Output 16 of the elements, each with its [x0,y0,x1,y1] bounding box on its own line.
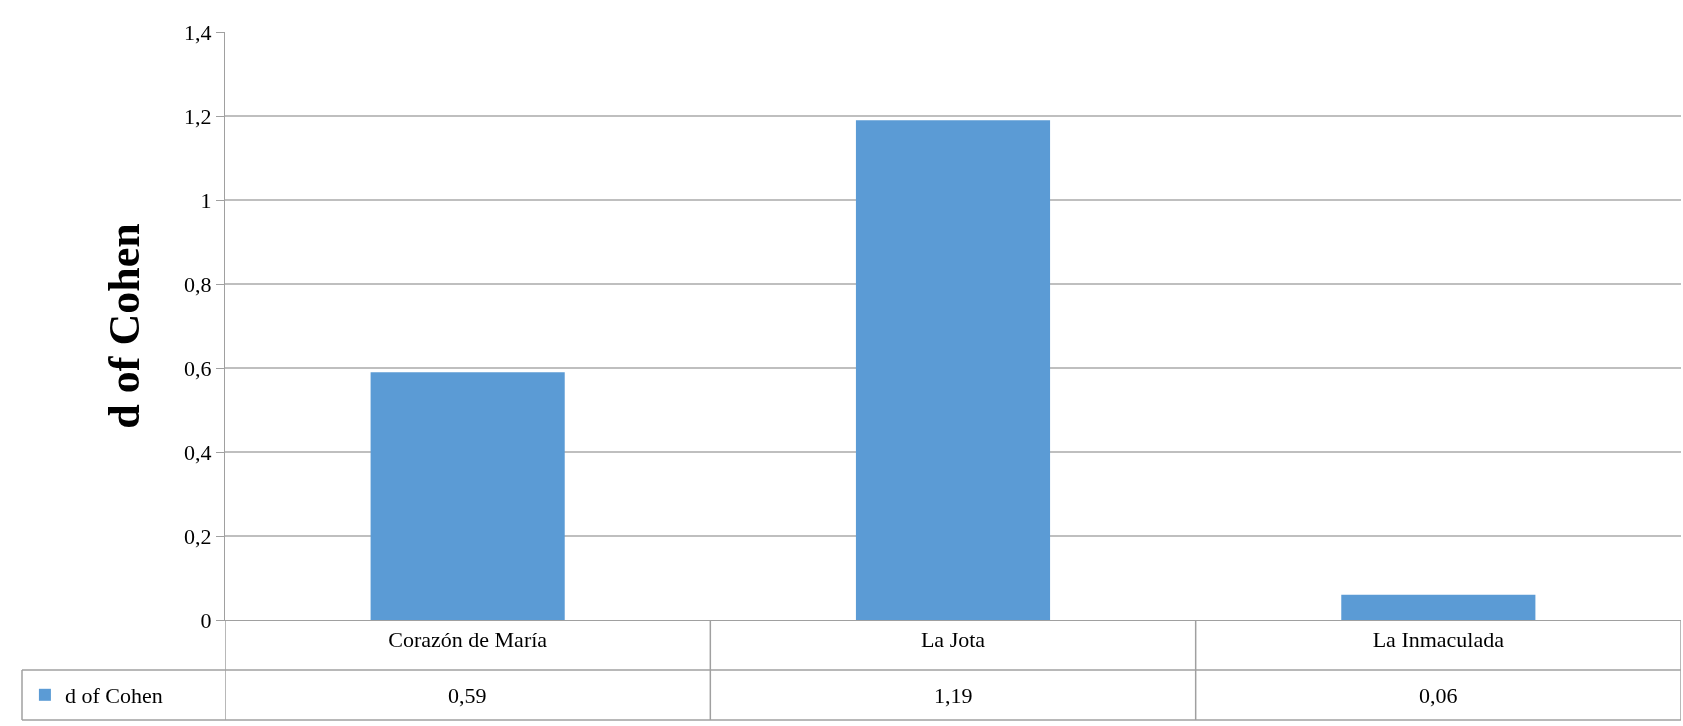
x-tick-label: Corazón de María [388,627,548,653]
legend-label: d of Cohen [64,683,163,709]
x-tick-label: La Inmaculada [1372,627,1505,653]
y-tick-label: 0,6 [184,355,212,381]
y-tick-label: 0,8 [184,271,212,297]
data-label: 0,06 [1419,683,1458,708]
y-tick-label: 0,4 [184,439,212,465]
data-label: 1,19 [934,683,973,708]
y-tick-label: 0 [200,607,212,633]
x-tick-label: La Jota [920,627,986,653]
y-tick-label: 1,2 [184,103,212,129]
y-axis-title: d of Cohen [100,223,150,429]
y-tick-label: 1,4 [184,19,212,45]
data-label: 0,59 [448,683,487,708]
y-tick-label: 1 [200,187,212,213]
y-tick-label: 0,2 [184,523,212,549]
